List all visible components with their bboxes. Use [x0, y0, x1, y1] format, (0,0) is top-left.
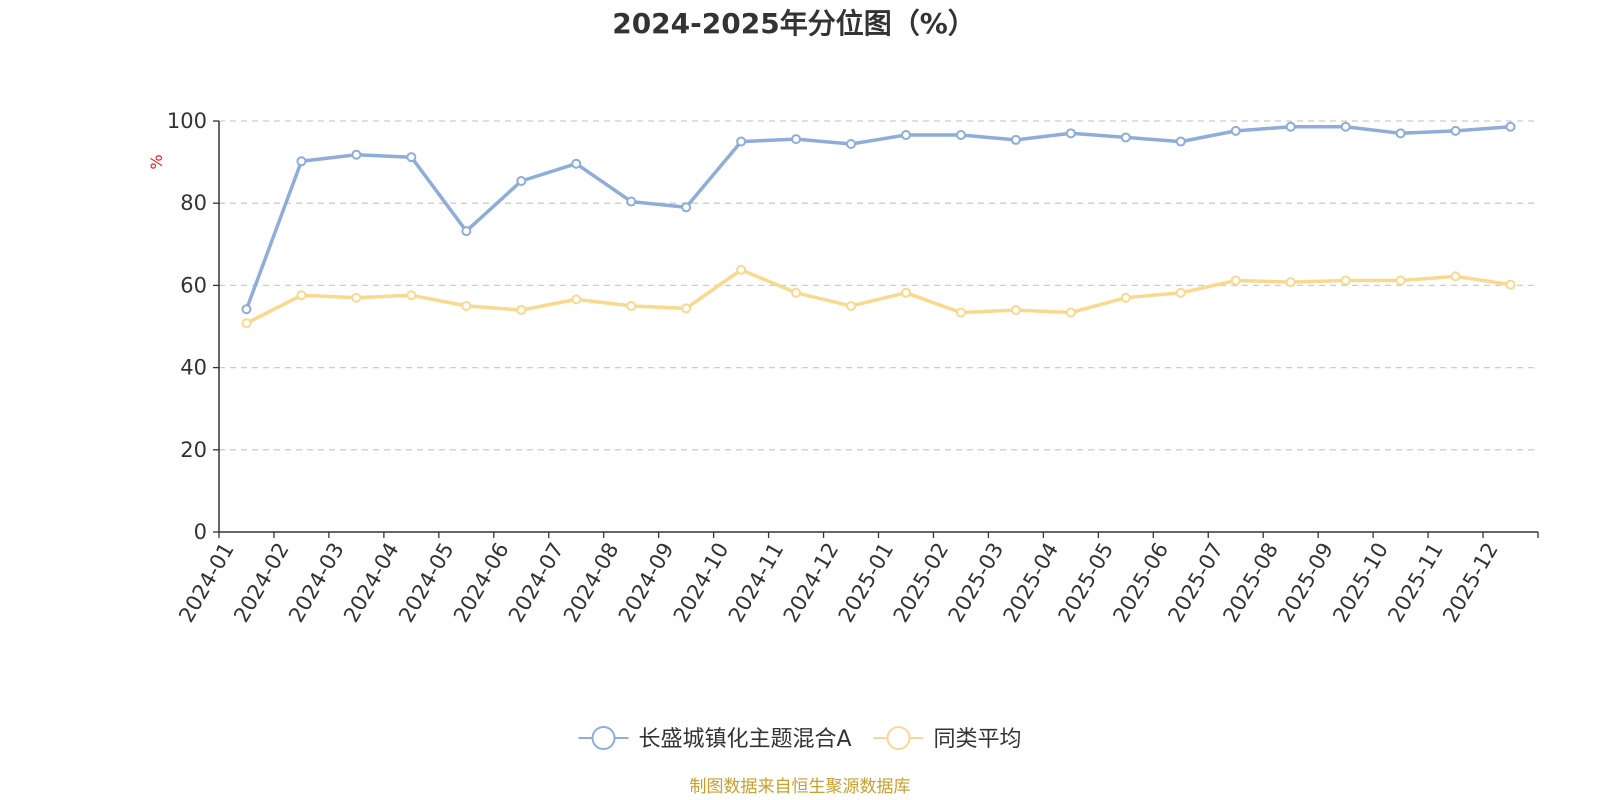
legend-label: 同类平均	[934, 727, 1022, 752]
data-point[interactable]	[626, 196, 637, 207]
data-point[interactable]	[351, 149, 362, 160]
data-point[interactable]	[1175, 136, 1186, 147]
data-point[interactable]	[1285, 277, 1296, 288]
chart-title: 2024-2025年分位图（%）	[612, 7, 976, 40]
data-point[interactable]	[1230, 275, 1241, 286]
data-point[interactable]	[1450, 271, 1461, 282]
data-point[interactable]	[846, 300, 857, 311]
data-point[interactable]	[1175, 287, 1186, 298]
data-point[interactable]	[241, 304, 252, 315]
data-point[interactable]	[571, 158, 582, 169]
legend: 长盛城镇化主题混合A 同类平均	[578, 726, 1022, 752]
legend-marker	[886, 726, 911, 750]
grid-lines	[219, 120, 1538, 451]
y-tick-label: 100	[167, 109, 207, 133]
data-point[interactable]	[1065, 307, 1076, 318]
y-tick-label: 0	[194, 520, 207, 544]
data-point[interactable]	[1120, 132, 1131, 143]
data-point[interactable]	[516, 176, 527, 187]
data-point[interactable]	[1505, 279, 1516, 290]
data-point[interactable]	[955, 307, 966, 318]
data-point[interactable]	[1395, 275, 1406, 286]
y-tick-label: 20	[180, 438, 207, 462]
data-point[interactable]	[1010, 305, 1021, 316]
data-point[interactable]	[296, 156, 307, 167]
data-point[interactable]	[461, 226, 472, 237]
data-point[interactable]	[846, 139, 857, 150]
data-point[interactable]	[955, 129, 966, 140]
data-point[interactable]	[681, 303, 692, 314]
data-point[interactable]	[1340, 121, 1351, 132]
data-point[interactable]	[1010, 134, 1021, 145]
data-point[interactable]	[296, 290, 307, 301]
data-point[interactable]	[516, 305, 527, 316]
data-point[interactable]	[900, 129, 911, 140]
legend-item-0[interactable]: 长盛城镇化主题混合A	[578, 726, 852, 752]
data-point[interactable]	[351, 292, 362, 303]
y-tick-label: 80	[180, 191, 207, 215]
data-point[interactable]	[1450, 125, 1461, 136]
y-axis-label: %	[147, 154, 166, 169]
data-point[interactable]	[791, 287, 802, 298]
data-point[interactable]	[461, 300, 472, 311]
data-point[interactable]	[1230, 125, 1241, 136]
data-point[interactable]	[1285, 121, 1296, 132]
data-point[interactable]	[791, 134, 802, 145]
series-0	[241, 121, 1516, 315]
data-point[interactable]	[736, 264, 747, 275]
y-tick-label: 40	[180, 356, 207, 380]
series-1	[241, 264, 1516, 329]
data-point[interactable]	[1120, 292, 1131, 303]
data-point[interactable]	[1395, 128, 1406, 139]
data-point[interactable]	[681, 202, 692, 213]
source-note: 制图数据来自恒生聚源数据库	[690, 777, 911, 797]
series-line	[244, 125, 1511, 310]
legend-label: 长盛城镇化主题混合A	[639, 727, 852, 752]
data-point[interactable]	[241, 318, 252, 329]
data-point[interactable]	[406, 152, 417, 163]
data-point[interactable]	[1505, 121, 1516, 132]
series-line	[245, 268, 1511, 325]
y-tick-label: 60	[180, 273, 207, 297]
data-point[interactable]	[1340, 275, 1351, 286]
x-tick-label: 2025-12	[1438, 539, 1503, 627]
series-lines	[241, 121, 1516, 329]
data-point[interactable]	[1065, 128, 1076, 139]
data-point[interactable]	[900, 287, 911, 298]
data-point[interactable]	[626, 300, 637, 311]
legend-marker	[591, 726, 616, 750]
data-point[interactable]	[571, 294, 582, 305]
data-point[interactable]	[406, 290, 417, 301]
legend-item-1[interactable]: 同类平均	[873, 726, 1022, 752]
data-point[interactable]	[736, 136, 747, 147]
